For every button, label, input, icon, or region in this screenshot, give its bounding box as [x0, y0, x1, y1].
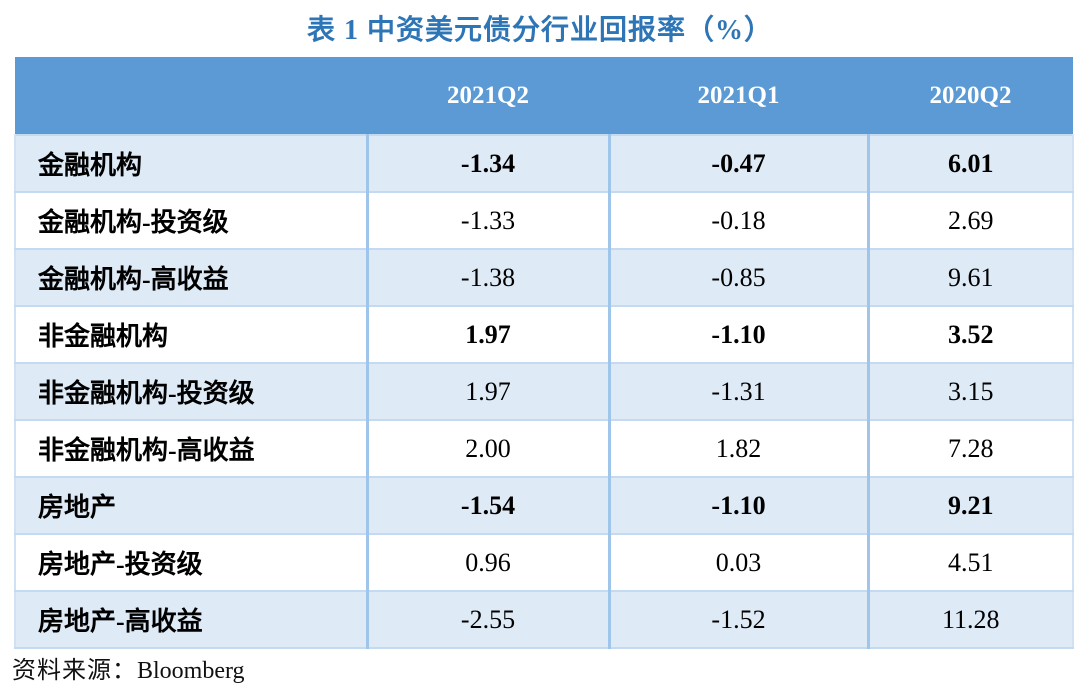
value-cell: 11.28: [866, 590, 1074, 649]
value-cell: -0.18: [607, 191, 868, 250]
value-cell: -1.10: [607, 476, 868, 535]
value-cell: 3.52: [866, 305, 1074, 364]
sector-returns-table: 2021Q2 2021Q1 2020Q2 金融机构 -1.34 -0.47 6.…: [14, 57, 1074, 649]
value-cell: 0.03: [607, 533, 868, 592]
figure-title: 表 1 中资美元债分行业回报率（%）: [306, 15, 773, 46]
value-cell: -1.34: [365, 134, 609, 193]
row-real-estate: 房地产 -1.54 -1.10 9.21: [14, 476, 1074, 535]
value-cell: 1.97: [365, 305, 609, 364]
row-label: 房地产-投资级: [14, 533, 367, 592]
value-cell: 1.97: [365, 362, 609, 421]
row-label: 非金融机构: [14, 305, 367, 364]
header-row: 2021Q2 2021Q1 2020Q2: [15, 57, 1073, 135]
row-financial-institutions-ig: 金融机构-投资级 -1.33 -0.18 2.69: [14, 191, 1074, 250]
row-non-financial: 非金融机构 1.97 -1.10 3.52: [14, 305, 1074, 364]
value-cell: -0.85: [607, 248, 868, 307]
column-header-empty: [15, 57, 367, 135]
row-non-financial-hy: 非金融机构-高收益 2.00 1.82 7.28: [14, 419, 1074, 478]
column-header-2020q2: 2020Q2: [868, 57, 1073, 135]
value-cell: -1.31: [607, 362, 868, 421]
value-cell: -1.38: [365, 248, 609, 307]
value-cell: 1.82: [607, 419, 868, 478]
row-non-financial-ig: 非金融机构-投资级 1.97 -1.31 3.15: [14, 362, 1074, 421]
value-cell: 7.28: [866, 419, 1074, 478]
row-label: 金融机构-投资级: [14, 191, 367, 250]
row-label: 金融机构-高收益: [14, 248, 367, 307]
value-cell: -1.33: [365, 191, 609, 250]
value-cell: 2.00: [365, 419, 609, 478]
source-label: 资料来源：: [12, 658, 137, 684]
source-value: Bloomberg: [137, 658, 245, 684]
row-financial-institutions: 金融机构 -1.34 -0.47 6.01: [14, 134, 1074, 193]
value-cell: -1.10: [607, 305, 868, 364]
value-cell: 9.21: [866, 476, 1074, 535]
value-cell: -2.55: [365, 590, 609, 649]
value-cell: -1.54: [365, 476, 609, 535]
row-label: 房地产: [14, 476, 367, 535]
value-cell: 2.69: [866, 191, 1074, 250]
value-cell: 0.96: [365, 533, 609, 592]
column-header-2021q1: 2021Q1: [609, 57, 868, 135]
row-financial-institutions-hy: 金融机构-高收益 -1.38 -0.85 9.61: [14, 248, 1074, 307]
value-cell: -0.47: [607, 134, 868, 193]
column-header-2021q2: 2021Q2: [367, 57, 609, 135]
row-label: 非金融机构-高收益: [14, 419, 367, 478]
source-note: 资料来源：Bloomberg: [12, 650, 245, 685]
row-label: 金融机构: [14, 134, 367, 193]
row-label: 房地产-高收益: [14, 590, 367, 649]
row-real-estate-hy: 房地产-高收益 -2.55 -1.52 11.28: [14, 590, 1074, 649]
value-cell: 4.51: [866, 533, 1074, 592]
value-cell: 9.61: [866, 248, 1074, 307]
row-label: 非金融机构-投资级: [14, 362, 367, 421]
value-cell: -1.52: [607, 590, 868, 649]
value-cell: 6.01: [866, 134, 1074, 193]
row-real-estate-ig: 房地产-投资级 0.96 0.03 4.51: [14, 533, 1074, 592]
value-cell: 3.15: [866, 362, 1074, 421]
